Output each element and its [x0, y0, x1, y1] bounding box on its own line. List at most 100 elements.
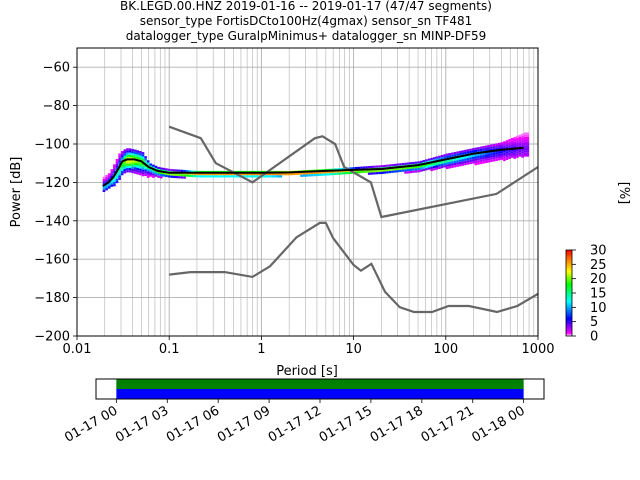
density-cell [126, 150, 129, 153]
density-cell [154, 167, 158, 171]
density-cell [123, 166, 127, 170]
density-cell [435, 163, 439, 166]
density-cell [474, 149, 478, 153]
colorbar-tick-label: 0 [590, 330, 598, 345]
density-cell [451, 165, 454, 168]
density-cell [128, 163, 132, 166]
density-cell [105, 174, 108, 178]
density-cell [461, 161, 465, 164]
density-cell [157, 175, 160, 178]
density-cell [141, 174, 145, 177]
density-cell [146, 169, 150, 172]
density-cell [451, 163, 454, 166]
density-cell [185, 174, 189, 177]
density-cell [521, 153, 524, 156]
density-cell [469, 161, 472, 165]
density-cell [513, 145, 517, 148]
density-cell [188, 170, 192, 173]
density-cell [123, 171, 127, 174]
density-cell [370, 170, 374, 173]
density-cell [152, 166, 155, 170]
density-cell [217, 175, 220, 178]
density-cell [146, 166, 150, 170]
density-cell [477, 149, 480, 152]
density-cell [513, 143, 517, 146]
density-cell [170, 169, 173, 172]
density-cell [328, 170, 332, 174]
density-cell [469, 157, 472, 160]
density-cell [521, 140, 524, 143]
density-cell [170, 175, 173, 178]
density-cell [126, 152, 129, 155]
density-cell [139, 155, 142, 158]
density-cell [422, 166, 426, 169]
density-cell [401, 169, 405, 172]
model-curves [168, 125, 538, 314]
density-cell [131, 168, 134, 171]
density-cell [341, 172, 345, 175]
density-cell [302, 172, 306, 175]
density-cell [297, 172, 301, 175]
density-cell [107, 175, 111, 178]
density-cell [102, 189, 106, 193]
density-cell [201, 175, 205, 178]
density-cell [409, 162, 413, 165]
density-cell [230, 173, 233, 176]
density-cell [521, 133, 524, 136]
density-cell [362, 170, 366, 174]
density-cell [508, 145, 511, 148]
density-cell [443, 156, 446, 159]
density-cell [440, 161, 444, 164]
density-cell [107, 184, 111, 187]
density-cell [492, 143, 496, 147]
density-cell [284, 173, 288, 176]
density-cell [188, 174, 192, 177]
density-cell [383, 171, 387, 174]
density-cell [438, 164, 441, 167]
density-cell [313, 171, 316, 175]
density-cell [435, 156, 439, 159]
x-tick-label: 1 [257, 342, 265, 357]
density-cell [456, 153, 459, 156]
density-cell [131, 170, 134, 174]
density-cell [469, 150, 472, 154]
density-cell [417, 165, 420, 168]
density-cell [430, 162, 433, 165]
density-cell [274, 173, 277, 176]
density-cell [503, 156, 506, 159]
density-cell [406, 169, 410, 172]
density-cell [510, 140, 514, 143]
density-cell [386, 164, 389, 167]
density-cell [347, 171, 350, 175]
density-cell [505, 142, 509, 145]
density-cell [399, 163, 402, 166]
density-cell [518, 143, 522, 146]
density-cell [113, 181, 116, 185]
density-cell [373, 170, 376, 173]
density-cell [152, 175, 155, 178]
density-cell [516, 153, 519, 156]
density-cell [516, 144, 519, 147]
density-cell [305, 174, 309, 177]
density-cell [412, 168, 415, 171]
density-cell [128, 150, 132, 153]
density-cell [201, 173, 205, 176]
density-cell [128, 152, 132, 155]
density-cell [123, 162, 127, 165]
density-cell [318, 171, 322, 174]
density-cell [334, 170, 337, 173]
density-cell [157, 166, 160, 170]
density-cell [128, 170, 132, 173]
density-cell [500, 157, 504, 160]
density-cell [474, 147, 478, 150]
timeline-tick-label: 01-18 00 [470, 403, 528, 445]
density-cell [230, 175, 233, 178]
density-cell [386, 169, 389, 172]
density-cell [497, 158, 501, 161]
density-cell [471, 156, 475, 160]
density-cell [396, 163, 400, 166]
density-cell [362, 166, 366, 169]
density-cell [162, 167, 166, 171]
